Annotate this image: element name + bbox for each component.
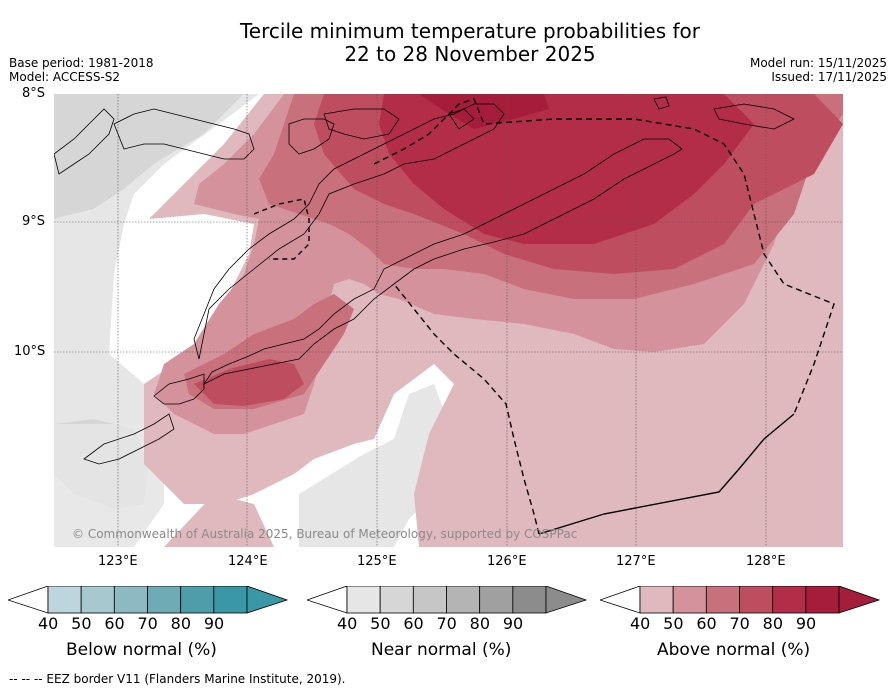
title-line-2: 22 to 28 November 2025: [344, 42, 596, 66]
coastline-atauro: [448, 108, 475, 130]
chart-title: Tercile minimum temperature probabilitie…: [0, 20, 896, 66]
colorbar-below-segment: [47, 586, 82, 614]
colorbar-above-segment: [639, 586, 674, 614]
colorbar-below-tick: 90: [203, 614, 225, 633]
colorbar-above-segment: [672, 586, 707, 614]
colorbar-near-segment: [479, 586, 514, 614]
colorbar-above-segment: [705, 586, 740, 614]
colorbar-above-tick: 80: [762, 614, 784, 633]
above-40-south-corner: [164, 494, 274, 547]
colorbar-below-right-arrow: [246, 586, 289, 614]
colorbar-above: [600, 586, 881, 614]
colorbar-above-tick: 60: [696, 614, 717, 633]
colorbar-near-segment: [412, 586, 447, 614]
coastline-sumba: [83, 413, 175, 465]
eez-dashed-west: [393, 283, 540, 535]
coastline-timor-north: [193, 103, 505, 360]
gridlines: [54, 94, 843, 547]
eez-solid-southeast: [538, 413, 795, 535]
lon-label-128e: 128°E: [746, 554, 786, 569]
coastline-flores: [113, 108, 255, 160]
colorbar-above-label: Above normal (%): [657, 640, 811, 660]
near-normal-south: [299, 384, 449, 547]
coastline-timor-west: [153, 373, 205, 405]
colorbar-above-tick: 70: [729, 614, 750, 633]
lat-label-10s: 10°S: [14, 344, 46, 359]
colorbar-near-tick: 60: [403, 614, 424, 633]
colorbar-near: [307, 586, 588, 614]
issued-date: Issued: 17/11/2025: [771, 70, 887, 84]
lon-label-124e: 124°E: [228, 554, 268, 569]
colorbar-above-segment: [772, 586, 807, 614]
title-line-1: Tercile minimum temperature probabilitie…: [239, 19, 701, 43]
colorbar-near-tick: 50: [370, 614, 391, 633]
coastline-flores-west: [54, 108, 115, 175]
near-normal-sw-outer: [54, 424, 164, 547]
colorbar-above-tick: 90: [795, 614, 817, 633]
coastline-leti: [713, 103, 795, 130]
colorbar-near-left-arrow: [307, 586, 348, 614]
colorbar-below-left-arrow: [8, 586, 49, 614]
coastline-kisar: [653, 96, 670, 110]
colorbar-below-segment: [147, 586, 182, 614]
above-90-region: [419, 94, 549, 129]
colorbar-below-tick: 50: [71, 614, 92, 633]
colorbar-below-segment: [213, 586, 248, 614]
eez-footnote: -- -- -- EEZ border V11 (Flanders Marine…: [9, 672, 346, 686]
colorbar-below-tick: 70: [137, 614, 158, 633]
above-normal-regions: [144, 94, 843, 547]
above-70-sw-blob: [194, 359, 304, 406]
coastline-timor: [202, 138, 683, 386]
colorbar-above-tick: 50: [663, 614, 684, 633]
coastline-wetar: [323, 108, 400, 140]
colorbar-above-segment: [805, 586, 840, 614]
colorbar-near-right-arrow: [545, 586, 588, 614]
colorbar-above-tick: 40: [630, 614, 651, 633]
lon-label-123e: 123°E: [98, 554, 138, 569]
colorbar-below-label: Below normal (%): [66, 640, 217, 660]
near-normal-west: [54, 194, 149, 424]
coastline-alor: [288, 118, 335, 155]
eez-border: [253, 98, 835, 535]
lat-label-8s: 8°S: [22, 86, 46, 101]
colorbar-near-label: Near normal (%): [371, 640, 512, 660]
colorbar-near-tick: 90: [502, 614, 524, 633]
model-run: Model run: 15/11/2025: [749, 56, 887, 70]
base-period: Base period: 1981-2018: [9, 56, 154, 70]
near-normal-nw-outer: [54, 94, 259, 224]
colorbar-near-segment: [379, 586, 414, 614]
colorbar-above-right-arrow: [838, 586, 881, 614]
copyright-text: © Commonwealth of Australia 2025, Bureau…: [72, 527, 577, 541]
lon-label-125e: 125°E: [357, 554, 397, 569]
eez-dashed-oecusse: [253, 198, 310, 260]
coastlines: [54, 96, 795, 465]
lon-label-127e: 127°E: [616, 554, 656, 569]
colorbar-near-tick: 40: [337, 614, 358, 633]
colorbar-below-segment: [180, 586, 215, 614]
near-normal-nw: [54, 94, 244, 219]
colorbar-below-tick: 80: [170, 614, 192, 633]
colorbar-below-tick: 60: [104, 614, 125, 633]
eez-dashed-north: [373, 98, 835, 415]
colorbar-below-segment: [113, 586, 148, 614]
colorbar-near-tick: 70: [436, 614, 457, 633]
colorbar-below-segment: [80, 586, 115, 614]
meta-right: Model run: 15/11/2025 Issued: 17/11/2025: [750, 56, 887, 84]
lon-label-126e: 126°E: [487, 554, 527, 569]
colorbar-below-tick: 40: [38, 614, 59, 633]
model-name: Model: ACCESS-S2: [9, 70, 121, 84]
lat-label-9s: 9°S: [22, 214, 46, 229]
colorbar-near-segment: [446, 586, 481, 614]
above-80-region: [379, 94, 754, 244]
near-normal-regions: [54, 94, 449, 547]
colorbar-above-segment: [739, 586, 774, 614]
colorbar-near-segment: [512, 586, 547, 614]
colorbar-near-segment: [346, 586, 381, 614]
meta-left: Base period: 1981-2018 Model: ACCESS-S2: [9, 56, 154, 84]
colorbar-near-tick: 80: [469, 614, 491, 633]
colorbar-below: [8, 586, 289, 614]
probability-map: © Commonwealth of Australia 2025, Bureau…: [54, 94, 843, 547]
colorbar-above-left-arrow: [600, 586, 641, 614]
